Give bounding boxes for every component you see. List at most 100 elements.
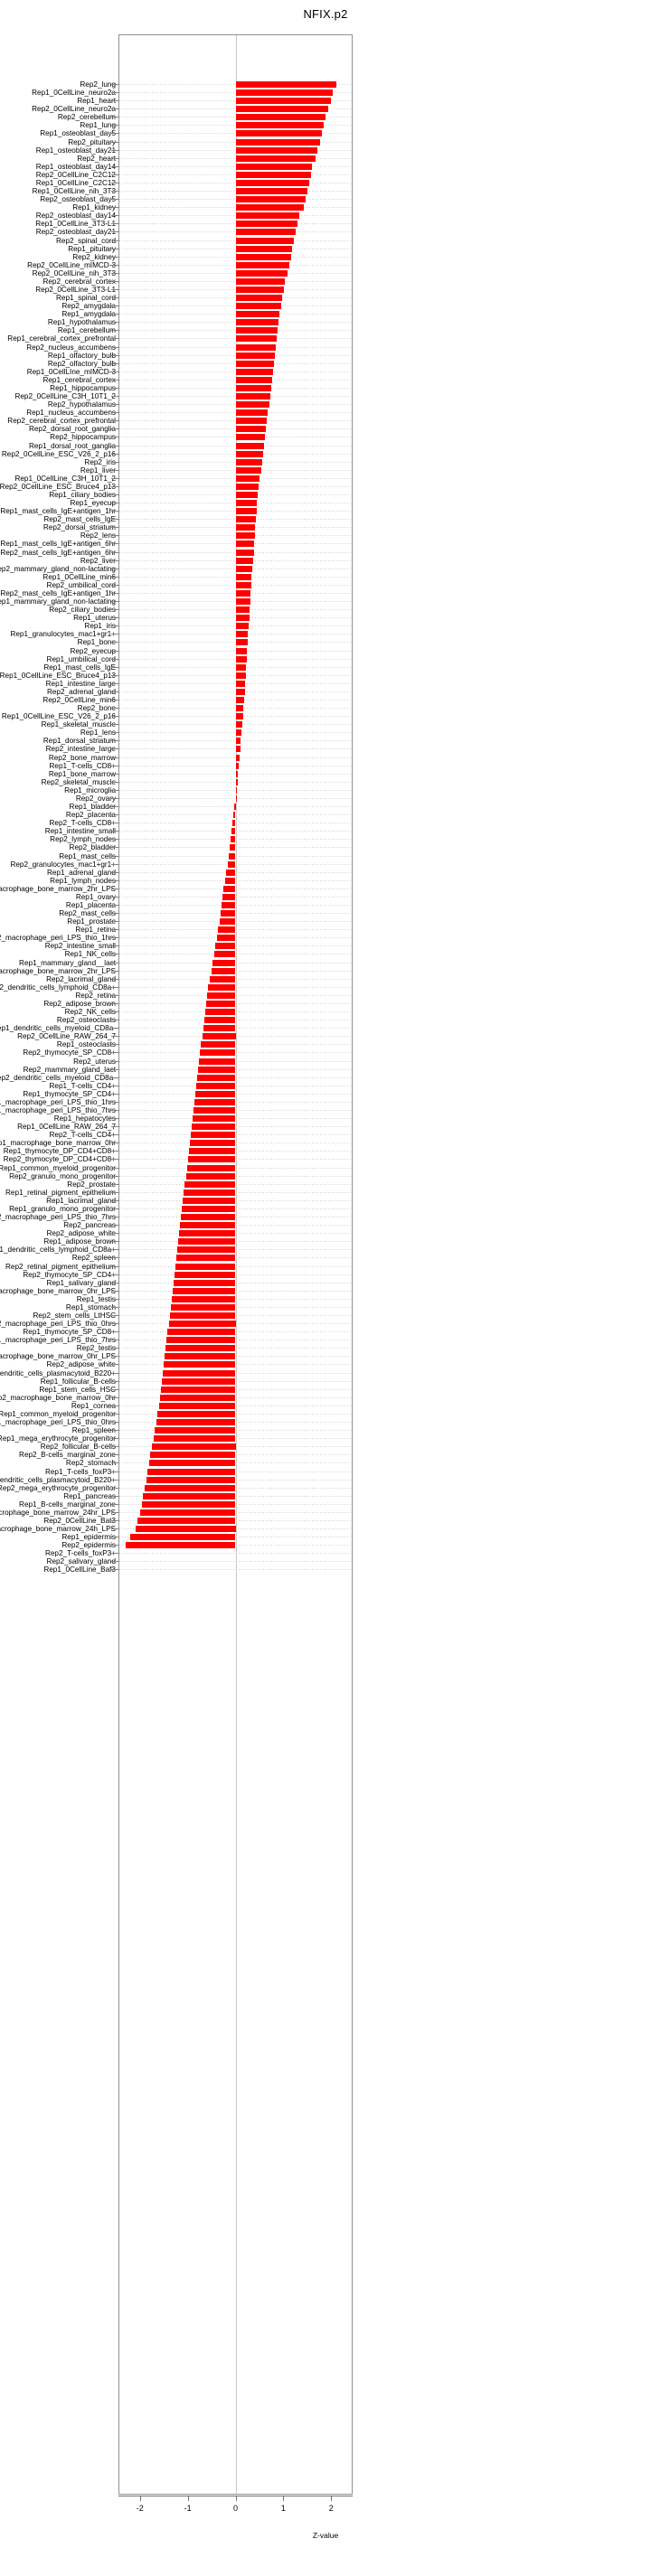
y-axis-tick — [111, 1454, 118, 1456]
bar — [235, 393, 270, 400]
table-row: Rep1_mast_cells_IgE+antigen_1hr — [0, 506, 651, 516]
y-axis-tick — [111, 1569, 118, 1571]
bar-category-label: Rep2_skeletal_muscle — [41, 777, 116, 786]
y-axis-tick — [111, 354, 118, 356]
table-row: Rep2_0CellLine_C2C12 — [0, 170, 651, 180]
bar-category-label: Rep2_olfactory_bulb — [47, 359, 116, 368]
bar — [235, 615, 250, 622]
bar — [235, 401, 269, 409]
table-row: Rep2_mast_cells_IgE+antigen_1hr — [0, 588, 651, 598]
y-axis-tick — [111, 1257, 118, 1259]
table-row: Rep1_0CellLine_3T3-L1 — [0, 219, 651, 229]
table-row: Rep2_skeletal_muscle — [0, 777, 651, 787]
bar — [235, 287, 284, 293]
y-axis-tick — [111, 1446, 118, 1448]
bar — [235, 253, 291, 260]
bar-category-label: Rep2_0CellLine_neuro2a — [32, 105, 116, 114]
y-axis-tick — [111, 855, 118, 857]
bar — [235, 204, 304, 212]
bar — [130, 1534, 236, 1541]
bar-category-label: Rep1_lung — [80, 121, 116, 130]
bar — [235, 738, 241, 745]
table-row: Rep1_cerebellum — [0, 325, 651, 335]
bar — [235, 532, 255, 540]
bar-category-label: Rep1_osteoblast_day21 — [35, 146, 116, 155]
y-axis-tick — [111, 404, 118, 406]
table-row: Rep2_NK_cells — [0, 1007, 651, 1017]
bar — [182, 1205, 236, 1212]
bar — [212, 959, 236, 966]
bar-category-label: Rep1_macrophage_peri_LPS_thio_1hrs — [0, 1097, 116, 1106]
y-axis-tick — [111, 1199, 118, 1201]
gridline — [119, 839, 352, 841]
table-row: Rep2_kidney — [0, 252, 651, 262]
bar — [153, 1435, 236, 1443]
table-row: Rep2_macrophage_peri_LPS_thio_0hrs — [0, 1319, 651, 1329]
bar-category-label: Rep2_cerebellum — [57, 113, 116, 122]
gridline — [119, 1134, 352, 1136]
bar-category-label: Rep1_bone_marrow — [48, 769, 116, 778]
bar-category-label: Rep1_uterus — [73, 614, 116, 623]
table-row: Rep1_testis — [0, 1294, 651, 1304]
table-row: Rep1_dendritic_cells_lymphoid_CD8a+ — [0, 1245, 651, 1255]
bar — [224, 877, 236, 884]
bar — [179, 1230, 236, 1237]
y-axis-tick — [111, 1396, 118, 1398]
y-axis-tick — [111, 1167, 118, 1169]
gridline — [119, 994, 352, 996]
gridline — [119, 1068, 352, 1070]
y-axis-tick — [111, 1093, 118, 1095]
table-row: Rep1_NK_cells — [0, 949, 651, 959]
table-row: Rep2_amygdala — [0, 301, 651, 311]
bar — [235, 89, 334, 97]
y-axis-tick — [111, 1553, 118, 1555]
table-row: Rep1_cerebral_cortex — [0, 375, 651, 385]
bar — [227, 860, 236, 868]
gridline — [119, 1233, 352, 1235]
y-axis-tick — [111, 1528, 118, 1530]
bar-category-label: Rep2_dendritic_cells_lymphoid_CD8a+ — [0, 982, 116, 992]
y-axis-tick — [111, 1036, 118, 1038]
y-axis-tick — [111, 913, 118, 915]
y-axis-tick — [111, 477, 118, 479]
bar-category-label: Rep2_nucleus_accumbens — [26, 343, 116, 352]
bar — [215, 943, 236, 950]
table-row: Rep1_nucleus_accumbens — [0, 408, 651, 418]
y-axis-tick — [111, 879, 118, 881]
table-row: Rep2_hypothalamus — [0, 400, 651, 409]
y-axis-tick — [111, 272, 118, 274]
table-row: Rep1_0CellLIne_mIMCD-3 — [0, 367, 651, 377]
gridline — [119, 1413, 352, 1415]
gridline — [119, 1249, 352, 1251]
bar-category-label: Rep2_mega_erythrocyte_progenitor — [0, 1483, 116, 1492]
bar-category-label: Rep1_macrophage_bone_marrow_2hr_LPS — [0, 884, 116, 893]
bar — [235, 261, 289, 268]
y-axis-tick — [111, 543, 118, 545]
y-axis-tick — [111, 1380, 118, 1382]
table-row: Rep2_mega_erythrocyte_progenitor — [0, 1483, 651, 1493]
bar-category-label: Rep2_T-cells_CD4+ — [49, 1131, 117, 1140]
table-row: Rep2_epidermis — [0, 1540, 651, 1550]
bar-category-label: Rep1_prostate — [67, 917, 116, 926]
table-row: Rep2_granulocytes_mac1+gr1+ — [0, 860, 651, 870]
table-row: Rep2_osteoclasts — [0, 1015, 651, 1025]
bar — [235, 434, 265, 441]
bar — [143, 1492, 236, 1500]
gridline — [119, 1126, 352, 1128]
table-row: Rep1_lymph_nodes — [0, 876, 651, 886]
table-row: Rep2_granulo_mono_progenitor — [0, 1171, 651, 1181]
bar — [213, 951, 236, 958]
bar — [166, 1337, 236, 1344]
y-axis-tick — [111, 1495, 118, 1497]
table-row: Rep2_liver — [0, 556, 651, 566]
table-row: Rep1_stomach — [0, 1302, 651, 1312]
table-row: Rep1_spleen — [0, 1425, 651, 1435]
bar-category-label: Rep2_liver — [80, 556, 116, 565]
table-row: Rep1_pancreas — [0, 1491, 651, 1501]
bar-category-label: Rep2_dendritic_cells_myeloid_CD8a- — [0, 1073, 116, 1082]
bar — [235, 368, 273, 375]
table-row: Rep2_intestine_small — [0, 941, 651, 951]
bar-category-label: Rep1_0CellLine_min6 — [42, 572, 116, 581]
y-axis-tick — [111, 108, 118, 110]
table-row: Rep2_cerebral_cortex — [0, 277, 651, 287]
